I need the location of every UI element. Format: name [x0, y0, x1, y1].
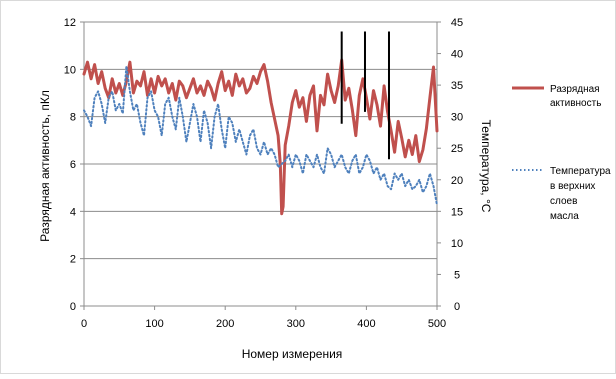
legend-label-temperature: Температура: [550, 166, 611, 177]
y-axis-right-label: Температура, °С: [479, 120, 493, 213]
legend-label-temperature: масла: [550, 211, 579, 222]
y-right-tick-label: 45: [451, 17, 463, 29]
y-left-tick-label: 10: [64, 64, 76, 76]
legend-label-temperature: слоев: [550, 196, 577, 207]
legend-label-discharge: активность: [550, 98, 601, 109]
y-right-tick-label: 10: [451, 238, 463, 250]
y-right-tick-label: 20: [451, 175, 463, 187]
x-tick-label: 500: [428, 318, 446, 330]
legend: Разрядная активность Температура в верхних с…: [512, 84, 611, 222]
x-axis-label: Номер измерения: [242, 347, 343, 361]
x-tick-label: 400: [357, 318, 375, 330]
y-right-tick-label: 30: [451, 112, 463, 124]
y-axis-left-label: Разрядная активность, пКл: [38, 90, 52, 242]
series-layer: [82, 31, 439, 216]
y-left-tick-label: 0: [70, 301, 76, 313]
legend-label-discharge: Разрядная: [550, 84, 600, 95]
y-left-tick-label: 4: [70, 206, 76, 218]
temperature-series-line: [83, 65, 438, 206]
discharge-series-line: [82, 58, 439, 216]
y-right-tick-label: 15: [451, 206, 463, 218]
y-right-tick-label: 25: [451, 143, 463, 155]
x-tick-label: 200: [216, 318, 234, 330]
y-right-tick-label: 40: [451, 49, 463, 61]
x-tick-label: 100: [145, 318, 163, 330]
y-right-tick-label: 0: [454, 301, 460, 313]
y-right-tick-label: 5: [454, 269, 460, 281]
y-left-tick-label: 6: [70, 159, 76, 171]
tick-labels: 0 2 4 6 8 10 12 0 5 10 15 20 25 30 35 40 45 0 100 200 300 400…: [64, 17, 463, 330]
x-tick-label: 0: [81, 318, 87, 330]
x-tick-label: 300: [287, 318, 305, 330]
y-left-tick-label: 8: [70, 112, 76, 124]
legend-label-temperature: в верхних: [550, 181, 595, 192]
y-left-tick-label: 2: [70, 254, 76, 266]
y-left-tick-label: 12: [64, 17, 76, 29]
y-right-tick-label: 35: [451, 80, 463, 92]
